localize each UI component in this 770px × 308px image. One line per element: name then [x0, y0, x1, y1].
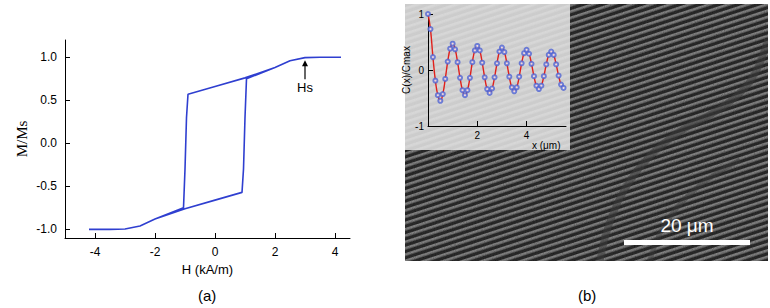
svg-text:(b): (b): [578, 287, 596, 304]
svg-text:4: 4: [332, 245, 339, 259]
svg-text:x (μm): x (μm): [532, 140, 561, 151]
svg-text:-4: -4: [90, 245, 101, 259]
svg-text:-1: -1: [415, 121, 424, 132]
svg-text:2: 2: [475, 130, 481, 141]
svg-text:Hs: Hs: [297, 80, 313, 95]
svg-text:0.5: 0.5: [40, 93, 57, 107]
svg-text:20 μm: 20 μm: [660, 215, 713, 236]
svg-text:M/Ms: M/Ms: [14, 121, 30, 158]
svg-text:0: 0: [212, 245, 219, 259]
svg-text:0: 0: [418, 65, 424, 76]
svg-text:0.0: 0.0: [40, 136, 57, 150]
svg-text:4: 4: [524, 130, 530, 141]
svg-text:1: 1: [418, 9, 424, 20]
svg-text:2: 2: [272, 245, 279, 259]
svg-text:-0.5: -0.5: [36, 179, 57, 193]
svg-text:H (kA/m): H (kA/m): [182, 262, 233, 277]
svg-text:(a): (a): [198, 287, 216, 304]
svg-text:-2: -2: [150, 245, 161, 259]
svg-text:C(x)/Cmax: C(x)/Cmax: [401, 46, 412, 94]
svg-text:1.0: 1.0: [40, 50, 57, 64]
svg-text:-1.0: -1.0: [36, 222, 57, 236]
